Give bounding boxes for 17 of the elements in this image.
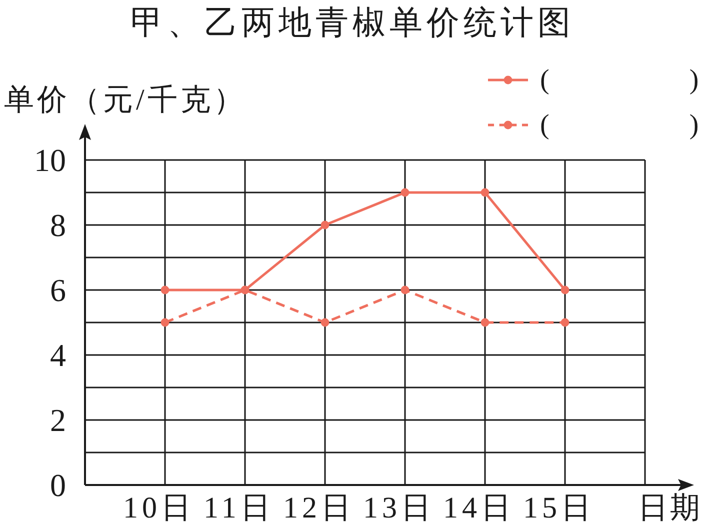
- xtick: 13日: [363, 492, 435, 524]
- legend-label: ( ): [540, 64, 699, 96]
- xtick: 11日: [204, 492, 274, 524]
- xtick: 14日: [443, 492, 515, 524]
- ytick: 4: [50, 337, 66, 373]
- ytick: 6: [50, 272, 66, 308]
- ytick: 8: [50, 207, 66, 243]
- xtick: 12日: [283, 492, 355, 524]
- legend-label: ( ): [540, 110, 699, 140]
- title: 甲、乙两地青椒单价统计图: [130, 2, 574, 42]
- xtick: 10日: [123, 492, 195, 524]
- ytick: 10: [34, 142, 66, 178]
- ytick: 2: [50, 402, 66, 438]
- ylabel: 单价（元/千克）: [4, 84, 246, 116]
- ytick: 0: [50, 467, 66, 503]
- xtick: 15日: [523, 492, 595, 524]
- xlabel: 日期: [638, 492, 702, 524]
